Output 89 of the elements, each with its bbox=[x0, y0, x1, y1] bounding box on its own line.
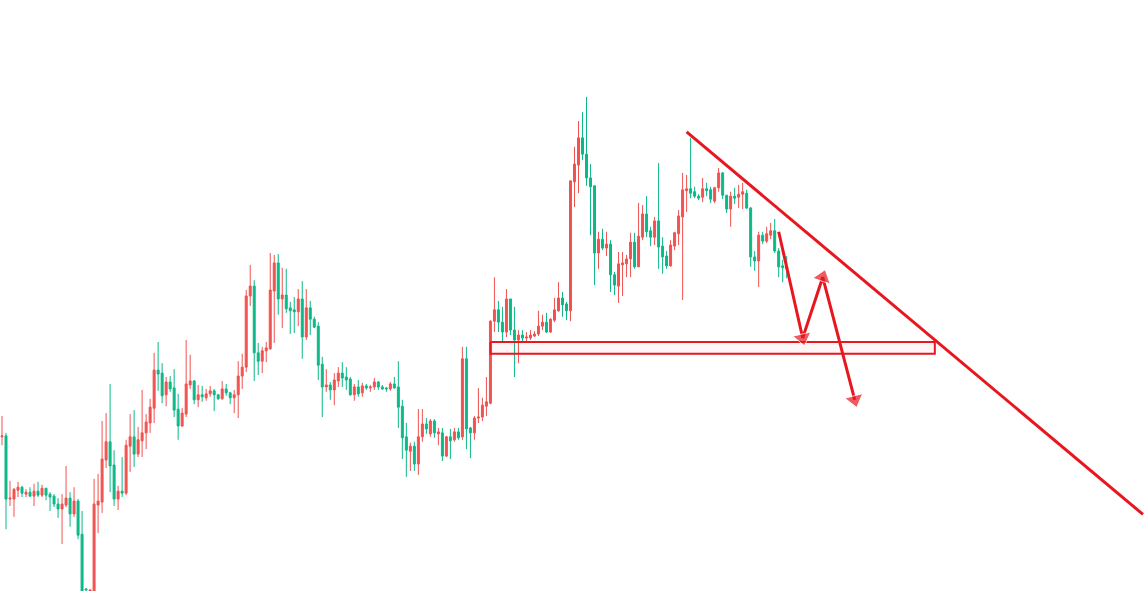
candlestick bbox=[601, 228, 605, 251]
candlestick bbox=[657, 162, 661, 270]
candlestick bbox=[68, 491, 72, 528]
candlestick bbox=[324, 368, 328, 393]
candlestick bbox=[192, 379, 196, 405]
candlestick bbox=[304, 288, 308, 341]
candlestick bbox=[356, 379, 360, 398]
candlestick bbox=[116, 485, 120, 511]
candlestick bbox=[637, 202, 641, 268]
candlestick bbox=[300, 280, 304, 360]
candlestick bbox=[72, 486, 76, 518]
candlestick bbox=[424, 417, 428, 435]
candlestick bbox=[432, 418, 436, 439]
candlestick bbox=[276, 253, 280, 316]
candlestick bbox=[436, 427, 440, 446]
candlestick bbox=[164, 376, 168, 407]
candlestick bbox=[48, 491, 52, 512]
candlestick bbox=[412, 441, 416, 472]
candlestick bbox=[520, 329, 524, 342]
candlestick bbox=[633, 232, 637, 270]
candlestick bbox=[456, 427, 460, 441]
candlestick bbox=[605, 231, 609, 257]
candlestick bbox=[428, 418, 432, 438]
candlestick bbox=[440, 427, 444, 462]
candlestick bbox=[737, 184, 741, 209]
candlestick bbox=[452, 427, 456, 443]
candlestick bbox=[352, 383, 356, 402]
candlestick bbox=[681, 172, 685, 301]
candlestick bbox=[545, 312, 548, 334]
candlestick bbox=[408, 442, 412, 472]
candlestick bbox=[292, 296, 296, 334]
candlestick bbox=[28, 486, 32, 498]
candlestick bbox=[252, 279, 256, 382]
candlestick bbox=[384, 386, 388, 393]
candlestick bbox=[536, 310, 540, 337]
candlestick bbox=[769, 222, 773, 240]
candlestick bbox=[4, 432, 8, 530]
candlestick bbox=[0, 415, 4, 446]
candlestick bbox=[208, 385, 212, 398]
candlestick bbox=[360, 382, 364, 398]
candlestick bbox=[597, 231, 600, 270]
candlestick bbox=[280, 267, 284, 329]
candlestick bbox=[328, 381, 332, 401]
candlestick bbox=[733, 187, 737, 205]
candlestick bbox=[380, 384, 384, 391]
candlestick bbox=[757, 231, 761, 288]
candlestick bbox=[528, 329, 532, 341]
candlestick bbox=[765, 226, 769, 244]
candlestick bbox=[761, 231, 765, 245]
candlestick bbox=[36, 481, 40, 498]
candlestick bbox=[20, 485, 24, 498]
candlestick bbox=[220, 380, 224, 401]
candlestick bbox=[40, 484, 44, 498]
candlestick bbox=[296, 288, 300, 327]
candlestick bbox=[524, 331, 528, 343]
candlestick bbox=[308, 300, 312, 336]
candlestick bbox=[741, 182, 745, 210]
candlestick bbox=[200, 385, 204, 403]
candlestick bbox=[132, 409, 136, 468]
candlestick bbox=[653, 216, 657, 246]
candlestick bbox=[629, 232, 633, 278]
candlestick bbox=[204, 388, 208, 402]
candlestick bbox=[56, 497, 60, 519]
candlestick bbox=[460, 346, 464, 441]
candlestick bbox=[388, 381, 392, 392]
candlestick bbox=[729, 191, 733, 228]
candlestick bbox=[444, 435, 448, 458]
candlestick bbox=[212, 388, 216, 412]
candlestick bbox=[24, 488, 28, 498]
candlestick bbox=[376, 380, 380, 391]
candlestick bbox=[260, 346, 264, 374]
candlestick bbox=[617, 251, 621, 304]
candlestick bbox=[504, 288, 508, 338]
candlestick bbox=[516, 329, 520, 364]
candlestick bbox=[372, 377, 376, 391]
candlestick bbox=[689, 137, 693, 199]
candlestick bbox=[561, 291, 564, 318]
candlestick bbox=[32, 483, 36, 507]
candlestick bbox=[140, 389, 144, 458]
candlestick bbox=[340, 361, 344, 388]
candlestick bbox=[92, 478, 96, 591]
candlestick bbox=[609, 239, 613, 293]
candlestick bbox=[709, 186, 713, 204]
candlestick bbox=[448, 428, 452, 460]
candlestick bbox=[701, 177, 705, 203]
candlestick bbox=[196, 384, 200, 408]
candlestick bbox=[120, 456, 124, 498]
candlestick bbox=[364, 383, 368, 391]
candlestick bbox=[416, 408, 420, 476]
